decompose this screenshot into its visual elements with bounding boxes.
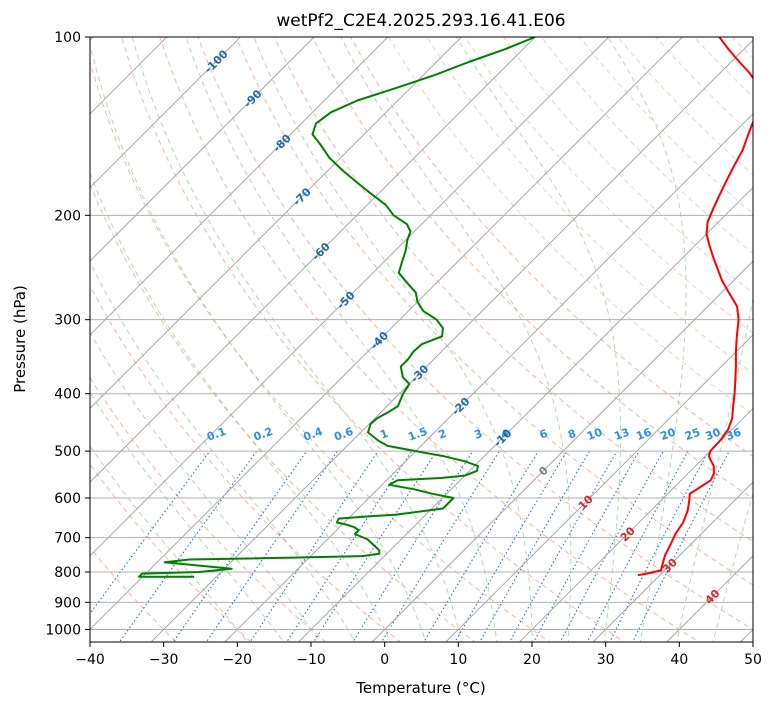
isotherm-line [90, 37, 389, 336]
dry-adiabat-line [90, 463, 252, 642]
x-tick-label: −10 [296, 652, 326, 668]
chart-title: wetPf2_C2E4.2025.293.16.41.E06 [276, 11, 565, 31]
isotherm-line [90, 37, 536, 483]
mixing-ratio-label: 1 [378, 427, 390, 442]
isotherm-line [90, 37, 610, 557]
mixing-ratio-labels: 0.1 0.2 0.4 0.6 1 1.5 2 3 4 6 8 10 13 16 20 25 30 36 [205, 425, 743, 444]
mixing-ratio-label: 0.2 [252, 425, 275, 444]
y-axis-ticks: 100 200 300 400 500 600 700 800 900 1000 [45, 30, 90, 638]
x-tick-label: 30 [597, 652, 615, 668]
x-axis-label: Temperature (°C) [355, 679, 485, 697]
isotherm-line [297, 186, 753, 642]
dry-adiabat-line [90, 60, 551, 642]
dry-adiabat-line [311, 37, 753, 500]
mixing-ratio-label: 25 [683, 426, 702, 443]
y-axis-label: Pressure (hPa) [11, 285, 29, 393]
mixing-ratio-label: 20 [659, 425, 678, 443]
y-tick-label: 700 [54, 531, 81, 547]
dry-adiabat-line [235, 37, 753, 586]
dry-adiabat-line [90, 182, 476, 642]
y-tick-label: 400 [54, 387, 81, 403]
x-tick-label: 0 [380, 652, 389, 668]
mixing-ratio-label: 2 [437, 427, 449, 442]
isotherm-line [592, 481, 753, 642]
dewpoint-line [138, 37, 536, 578]
dry-adiabat-line [90, 376, 327, 642]
y-tick-label: 900 [54, 595, 81, 611]
isotherm-line [90, 37, 463, 410]
plot-frame [89, 36, 754, 643]
moist-adiabat-line [90, 42, 427, 642]
dry-adiabat-line [159, 37, 701, 642]
x-tick-label: 20 [523, 652, 541, 668]
isotherm-line [224, 113, 753, 642]
mixing-ratio-label: 4 [499, 427, 511, 442]
mixing-ratio-label: 13 [612, 426, 631, 443]
y-tick-label: 300 [54, 313, 81, 329]
x-tick-label: −40 [75, 652, 105, 668]
dry-adiabat-line [197, 37, 753, 630]
y-tick-label: 200 [54, 208, 81, 224]
mixing-ratio-label: 0.6 [332, 425, 355, 444]
isotherm-line [90, 37, 315, 262]
mixing-ratio-label: 36 [724, 425, 743, 443]
mixing-ratio-label: 3 [473, 427, 485, 442]
mixing-ratio-label: 0.4 [302, 425, 325, 444]
profile-series [138, 37, 753, 578]
y-tick-label: 800 [54, 565, 81, 581]
isotherm-line [518, 407, 753, 642]
dry-adiabat-line [464, 37, 753, 334]
mixing-ratio-label: 0.1 [205, 425, 228, 444]
isotherm-line [90, 37, 684, 631]
plot-area: 0.1 0.2 0.4 0.6 1 1.5 2 3 4 6 8 10 13 16 20 25 30 36 -100… [90, 37, 753, 642]
isotherm-line [445, 334, 753, 642]
x-tick-label: 10 [449, 652, 467, 668]
dry-adiabat-line [388, 37, 753, 416]
y-tick-label: 600 [54, 491, 81, 507]
x-tick-label: 40 [670, 652, 688, 668]
mixing-ratio-label: 10 [585, 425, 604, 443]
y-tick-label: 500 [54, 444, 81, 460]
mixing-ratio-label: 6 [538, 427, 550, 442]
x-tick-label: 50 [744, 652, 762, 668]
x-tick-label: −20 [223, 652, 253, 668]
y-tick-label: 100 [54, 30, 81, 46]
temperature-line [637, 37, 753, 577]
isotherm-line [90, 37, 242, 189]
dry-adiabat-line [90, 284, 402, 642]
moist-adiabat-line [131, 37, 462, 642]
x-axis-ticks: −40 −30 −20 −10 0 10 20 30 40 50 [75, 642, 762, 668]
isotherm-line [150, 39, 753, 642]
x-tick-label: −30 [149, 652, 179, 668]
mixing-ratio-label: 16 [634, 425, 653, 443]
y-tick-label: 1000 [45, 622, 81, 638]
mixing-ratio-label: 30 [704, 425, 723, 443]
dry-adiabat-line [121, 37, 626, 642]
mixing-ratio-label: 1.5 [406, 425, 429, 444]
isotherm-line [371, 260, 753, 642]
mixing-ratio-label: 8 [566, 427, 578, 442]
isotherms [90, 37, 753, 642]
